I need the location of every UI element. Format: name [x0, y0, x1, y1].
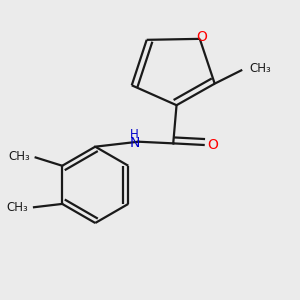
Text: N: N — [129, 136, 140, 150]
Text: CH₃: CH₃ — [6, 201, 28, 214]
Text: CH₃: CH₃ — [8, 150, 30, 163]
Text: O: O — [196, 30, 207, 44]
Text: CH₃: CH₃ — [250, 62, 271, 75]
Text: H: H — [130, 128, 139, 141]
Text: O: O — [208, 138, 218, 152]
